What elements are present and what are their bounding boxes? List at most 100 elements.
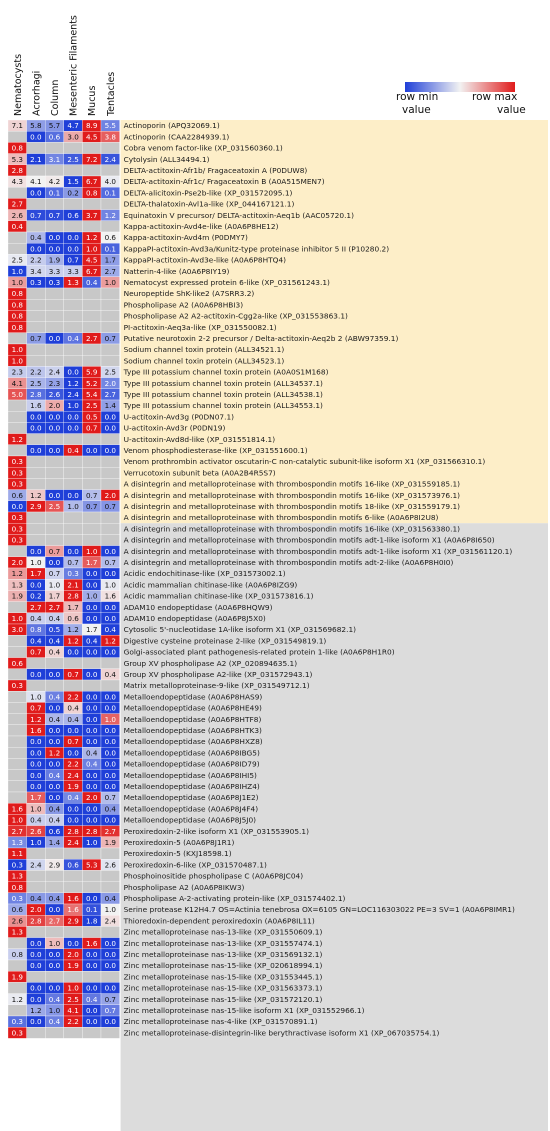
heatmap-cell-value: 0.0 xyxy=(86,1006,98,1015)
heatmap-cell-value: 2.2 xyxy=(67,692,78,701)
column-labels: Nematocysts Acrorhagi Column Mesenteric Fil… xyxy=(13,15,117,117)
heatmap-cell-value: 0.4 xyxy=(86,995,98,1004)
heatmap-cell-value: 1.7 xyxy=(30,569,41,578)
heatmap-cell xyxy=(45,321,64,333)
heatmap-cell-value: 1.0 xyxy=(30,838,42,847)
heatmap-cell-value: 0.4 xyxy=(30,816,42,825)
heatmap-cell-value: 0.0 xyxy=(49,961,61,970)
heatmap-cell-value: 1.0 xyxy=(49,1006,61,1015)
row-label: Neuropeptide ShK-like2 (A7SRR3.2) xyxy=(124,289,255,298)
heatmap-cell-value: 7.2 xyxy=(86,155,97,164)
heatmap-cell xyxy=(100,287,120,300)
heatmap-cell-value: 2.3 xyxy=(49,379,60,388)
heatmap-cell xyxy=(45,310,64,322)
heatmap-cell-value: 0.4 xyxy=(49,715,61,724)
heatmap-cell-value: 1.2 xyxy=(12,435,23,444)
heatmap-cell-value: 0.4 xyxy=(49,816,61,825)
heatmap-cell xyxy=(7,601,27,613)
heatmap-cell-value: 0.0 xyxy=(86,704,98,713)
row-label: Peroxiredoxin-2-like isoform X1 (XP_0315… xyxy=(124,827,310,836)
heatmap-cell-value: 0.7 xyxy=(86,502,97,511)
row-label: Metalloendopeptidase (A0A6P8HTK3) xyxy=(124,726,262,735)
heatmap-cell-value: 0.1 xyxy=(49,188,60,197)
row-label: DELTA-actitoxin-Afr1c/ Fragaceatoxin B (… xyxy=(124,177,325,186)
heatmap-cell-value: 0.6 xyxy=(105,233,117,242)
heatmap-cell-value: 2.7 xyxy=(105,267,116,276)
heatmap-cell-value: 0.7 xyxy=(30,648,41,657)
heatmap-cell-value: 0.6 xyxy=(49,132,61,141)
heatmap-cell xyxy=(7,982,27,994)
heatmap-cell-value: 0.0 xyxy=(105,412,117,421)
heatmap-cell-value: 0.7 xyxy=(67,558,78,567)
heatmap-cell xyxy=(45,847,64,860)
heatmap-cell-value: 4.0 xyxy=(105,177,117,186)
row-label: Peroxiredoxin-5 (A0A6P8J1R1) xyxy=(124,838,235,847)
heatmap-cell-value: 1.2 xyxy=(67,636,78,645)
heatmap-cell-value: 0.0 xyxy=(67,748,79,757)
heatmap-cell-value: 2.5 xyxy=(30,379,41,388)
heatmap-cell-value: 2.8 xyxy=(67,827,79,836)
row-label: Type III potassium channel toxin protein… xyxy=(123,390,323,399)
heatmap-cell-value: 1.2 xyxy=(86,233,97,242)
heatmap-cell-value: 2.2 xyxy=(67,1017,78,1026)
heatmap-cell-value: 3.8 xyxy=(105,132,117,141)
heatmap-cell xyxy=(7,780,27,793)
heatmap-cell-value: 1.0 xyxy=(105,278,117,287)
heatmap-cell-value: 0.0 xyxy=(49,704,61,713)
heatmap-cell xyxy=(7,769,27,781)
heatmap-cell xyxy=(100,164,120,177)
heatmap-cell-value: 5.9 xyxy=(86,368,98,377)
heatmap-cell-value: 2.4 xyxy=(105,916,117,925)
row-label: Golgi-associated plant pathogenesis-rela… xyxy=(124,648,395,657)
row-label: Sodium channel toxin protein (ALL34523.1… xyxy=(124,356,285,365)
heatmap-cell-value: 1.2 xyxy=(12,569,23,578)
color-legend: row min value row max value xyxy=(396,82,526,116)
heatmap-cell-value: 0.6 xyxy=(12,905,24,914)
heatmap-cell xyxy=(45,926,64,938)
heatmap-cell xyxy=(100,657,120,669)
row-label: Zinc metalloproteinase nas-13-like (XP_0… xyxy=(124,939,323,948)
heatmap-cell xyxy=(63,287,83,300)
heatmap-cell-value: 1.6 xyxy=(105,592,117,601)
heatmap-cell-value: 6.7 xyxy=(86,267,97,276)
heatmap-cell-value: 0.0 xyxy=(49,446,61,455)
heatmap-cell-value: 1.0 xyxy=(67,401,79,410)
row-label: Venom phosphodiesterase-like (XP_0315516… xyxy=(124,446,308,455)
column-label: Acrorhagi xyxy=(31,71,42,116)
row-label: Natterin-4-like (A0A6P8IY19) xyxy=(124,267,230,276)
row-label: ADAM10 endopeptidase (A0A6P8HQW9) xyxy=(124,603,273,612)
heatmap-cell-value: 0.0 xyxy=(86,984,98,993)
row-label: Metalloendopeptidase (A0A6P8HAS9) xyxy=(124,692,263,701)
heatmap-cell-value: 1.9 xyxy=(67,961,79,970)
group-band-toxin-like xyxy=(120,120,548,524)
heatmap-cell xyxy=(82,164,102,177)
heatmap-cell-value: 1.2 xyxy=(105,636,116,645)
heatmap-cell xyxy=(100,1027,120,1039)
heatmap-cell-value: 2.2 xyxy=(30,256,41,265)
row-label: Zinc metalloproteinase nas-15-like (XP_0… xyxy=(124,984,323,993)
heatmap-cell-value: 0.7 xyxy=(67,670,78,679)
heatmap-cell-value: 0.4 xyxy=(86,760,98,769)
heatmap-cell-value: 0.3 xyxy=(12,1028,23,1037)
row-label: Acidic mammalian chitinase-like (A0A6P8I… xyxy=(124,580,298,589)
heatmap-cell xyxy=(82,343,102,356)
row-label: Digestive cysteine proteinase 2-like (XP… xyxy=(124,636,327,645)
heatmap-cell-value: 0.0 xyxy=(49,558,61,567)
heatmap-cell-value: 0.3 xyxy=(12,457,23,466)
heatmap-cell-value: 0.0 xyxy=(30,748,42,757)
heatmap-cell-value: 0.0 xyxy=(67,726,79,735)
row-label: A disintegrin and metalloproteinase with… xyxy=(124,524,461,533)
heatmap-cell-value: 2.9 xyxy=(30,502,42,511)
row-label: Matrix metalloproteinase-9-like (XP_0315… xyxy=(124,681,310,690)
heatmap-cell xyxy=(7,635,27,647)
heatmap-cell-value: 0.0 xyxy=(86,648,98,657)
heatmap-cell-value: 0.0 xyxy=(30,412,42,421)
heatmap-cell-value: 1.0 xyxy=(12,345,24,354)
heatmap-cell-value: 1.0 xyxy=(105,580,117,589)
heatmap-cell-value: 7.1 xyxy=(12,121,23,130)
heatmap-cell xyxy=(26,287,46,300)
heatmap-cell-value: 2.0 xyxy=(86,793,98,802)
row-label: Type III potassium channel toxin protein… xyxy=(123,401,323,410)
heatmap-cell xyxy=(26,299,46,311)
heatmap-cell xyxy=(26,478,46,490)
